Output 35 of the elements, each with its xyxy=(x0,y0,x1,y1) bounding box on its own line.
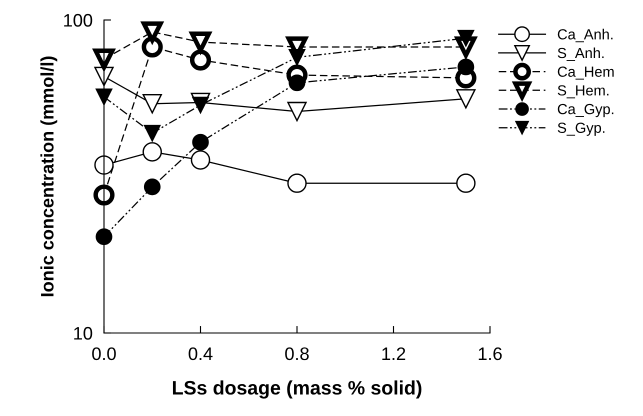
legend-label: Ca_Gyp. xyxy=(558,104,614,118)
point xyxy=(288,48,306,66)
legend-label: S_Hem. xyxy=(558,85,608,98)
x-tick-label: 0.0 xyxy=(92,347,116,360)
point xyxy=(192,134,209,151)
point xyxy=(190,150,210,170)
point xyxy=(142,142,162,162)
x-tick-label: 1.2 xyxy=(382,347,406,360)
point xyxy=(94,155,114,175)
point xyxy=(142,94,162,114)
point xyxy=(144,124,161,142)
legend-label: Ca_Anh. xyxy=(558,28,613,42)
point xyxy=(144,178,161,196)
legend-label: S_Anh. xyxy=(558,47,604,61)
point xyxy=(288,74,306,92)
legend-label: Ca_Hem xyxy=(558,66,614,80)
y-tick-label: 10 xyxy=(74,326,92,340)
point xyxy=(96,88,112,106)
point xyxy=(458,30,474,46)
x-tick-label: 1.6 xyxy=(478,347,502,360)
x-tick-label: 0.8 xyxy=(285,347,309,360)
legend-label: S_Gyp. xyxy=(558,122,604,136)
y-axis-title: Ionic concentration (mmol/l) xyxy=(40,56,58,296)
point xyxy=(287,102,307,122)
point xyxy=(96,228,112,246)
point xyxy=(458,58,474,76)
point xyxy=(93,184,115,206)
point xyxy=(190,49,212,71)
x-tick-label: 0.4 xyxy=(188,347,213,360)
point xyxy=(456,89,476,109)
point xyxy=(287,173,307,193)
point xyxy=(192,96,209,114)
x-axis-title: LSs dosage (mass % solid) xyxy=(172,380,422,399)
point xyxy=(456,173,476,193)
y-tick-label: 100 xyxy=(64,14,92,27)
